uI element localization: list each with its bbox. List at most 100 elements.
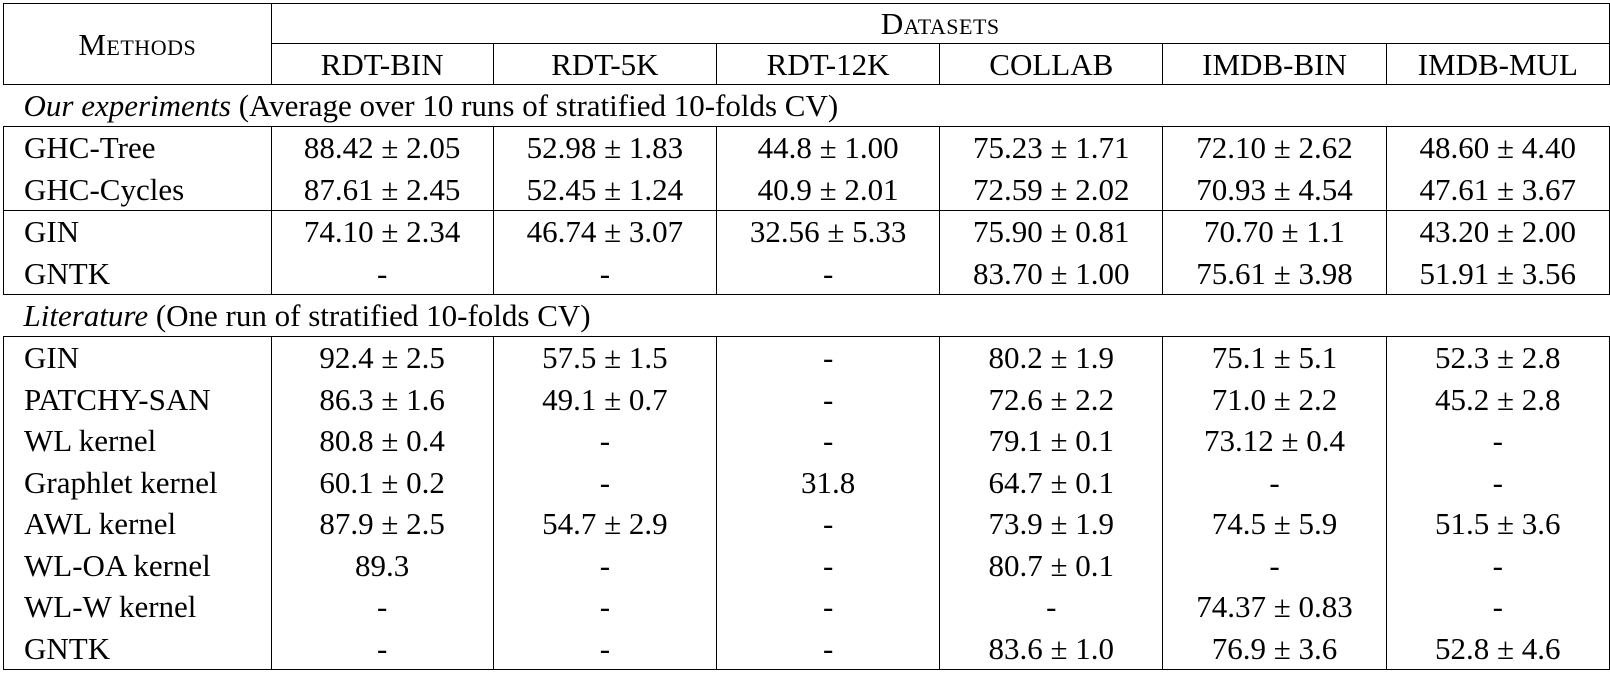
table-cell: 70.93 ± 4.54 [1162,168,1387,211]
table-cell: - [716,252,941,295]
column-header: RDT-12K [716,43,941,85]
table-cell: 73.9 ± 1.9 [939,503,1164,545]
table-cell: 57.5 ± 1.5 [493,336,718,379]
table-cell: - [493,461,718,503]
table-row: GIN 74.10 ± 2.34 46.74 ± 3.07 32.56 ± 5.33 7… [3,210,1610,253]
table-cell: 72.6 ± 2.2 [939,378,1164,420]
table-cell: 52.8 ± 4.6 [1386,627,1610,670]
table-cell: - [716,586,941,628]
method-name: GHC-Cycles [3,168,272,211]
table-row: AWL kernel 87.9 ± 2.5 54.7 ± 2.9-73.9 ± 1.… [3,503,1610,545]
table-cell: 72.59 ± 2.02 [939,168,1164,211]
section-description: (Average over 10 runs of stratified 10-f… [230,88,839,123]
table-row: GIN 92.4 ± 2.5 57.5 ± 1.5-80.2 ± 1.9 75.1 ±… [3,336,1610,379]
method-name: Graphlet kernel [3,461,272,503]
table-cell: 51.91 ± 3.56 [1386,252,1610,295]
header-row-1: Methods Datasets [3,3,1610,85]
table-cell: - [1162,544,1387,586]
table-cell: 46.74 ± 3.07 [493,210,718,253]
table-cell: - [716,503,941,545]
table-cell: - [271,252,494,295]
results-table-container: Methods Datasets RDT-BIN RDT-5K RDT-12K … [3,3,1610,670]
table-cell: 87.9 ± 2.5 [271,503,494,545]
section-row-lit: Literature (One run of stratified 10-fol… [4,295,1610,337]
table-cell: 52.98 ± 1.83 [493,126,718,169]
table-cell: - [1386,461,1610,503]
table-cell: 80.7 ± 0.1 [939,544,1164,586]
table-cell: - [493,586,718,628]
table-cell: - [1386,544,1610,586]
section-caption: Our experiments (Average over 10 runs of… [4,85,1610,127]
method-name: WL kernel [3,420,272,462]
method-name: WL-OA kernel [3,544,272,586]
table-cell: 76.9 ± 3.6 [1162,627,1387,670]
table-cell: - [1162,461,1387,503]
table-cell: - [493,627,718,670]
table-row: GNTK - - -83.70 ± 1.00 75.61 ± 3.98 51.91 ± 3… [3,252,1610,295]
section-row-ours: Our experiments (Average over 10 runs of… [4,85,1610,127]
table-cell: 88.42 ± 2.05 [271,126,494,169]
column-header: COLLAB [939,43,1164,85]
table-cell: - [1386,420,1610,462]
column-header: IMDB-BIN [1162,43,1387,85]
table-cell: 72.10 ± 2.62 [1162,126,1387,169]
table-cell: - [716,544,941,586]
section-title: Literature [23,298,149,333]
table-row: Graphlet kernel 60.1 ± 0.2-31.8 64.7 ± 0.1… [3,461,1610,503]
table-cell: 49.1 ± 0.7 [493,378,718,420]
method-name: WL-W kernel [3,586,272,628]
table-cell: 75.23 ± 1.71 [939,126,1164,169]
results-table-body: Methods Datasets RDT-BIN RDT-5K RDT-12K … [3,3,1610,670]
table-cell: 73.12 ± 0.4 [1162,420,1387,462]
table-cell: - [271,586,494,628]
table-cell: - [716,336,941,379]
table-cell: 74.10 ± 2.34 [271,210,494,253]
table-cell: - [1386,586,1610,628]
table-cell: 54.7 ± 2.9 [493,503,718,545]
table-cell: 86.3 ± 1.6 [271,378,494,420]
table-cell: 75.90 ± 0.81 [939,210,1164,253]
table-row: PATCHY-SAN 86.3 ± 1.6 49.1 ± 0.7-72.6 ± 2.… [3,378,1610,420]
column-header: RDT-5K [493,43,718,85]
table-cell: 74.37 ± 0.83 [1162,586,1387,628]
table-cell: 64.7 ± 0.1 [939,461,1164,503]
table-cell: 74.5 ± 5.9 [1162,503,1387,545]
table-cell: 75.61 ± 3.98 [1162,252,1387,295]
method-name: GHC-Tree [3,126,272,169]
table-cell: - [493,544,718,586]
results-table: Methods Datasets RDT-BIN RDT-5K RDT-12K … [3,3,1610,670]
table-row: WL-W kernel - - - -74.37 ± 0.83- [3,586,1610,628]
section-caption: Literature (One run of stratified 10-fol… [4,295,1610,337]
method-name: GNTK [3,627,272,670]
table-row: GHC-Tree 88.42 ± 2.05 52.98 ± 1.83 44.8 ± 1… [3,126,1610,169]
datasets-header: Datasets [271,3,1610,44]
table-cell: 44.8 ± 1.00 [716,126,941,169]
table-cell: 60.1 ± 0.2 [271,461,494,503]
table-cell: 80.2 ± 1.9 [939,336,1164,379]
table-cell: 52.45 ± 1.24 [493,168,718,211]
table-cell: 52.3 ± 2.8 [1386,336,1610,379]
table-cell: 92.4 ± 2.5 [271,336,494,379]
table-row: GHC-Cycles 87.61 ± 2.45 52.45 ± 1.24 40.9 ±… [3,168,1610,211]
table-cell: 79.1 ± 0.1 [939,420,1164,462]
table-cell: 45.2 ± 2.8 [1386,378,1610,420]
section-description: (One run of stratified 10-folds CV) [148,298,591,333]
section-title: Our experiments [23,88,231,123]
method-name: GIN [3,336,272,379]
table-cell: 40.9 ± 2.01 [716,168,941,211]
table-cell: - [716,627,941,670]
table-row: GNTK - - -83.6 ± 1.0 76.9 ± 3.6 52.8 ± 4.6 [3,627,1610,670]
table-cell: 43.20 ± 2.00 [1386,210,1610,253]
table-cell: 51.5 ± 3.6 [1386,503,1610,545]
header-row-2: RDT-BIN RDT-5K RDT-12K COLLAB IMDB-BIN I… [4,43,1610,85]
table-cell: 83.6 ± 1.0 [939,627,1164,670]
methods-header: Methods [3,3,272,85]
table-cell: 32.56 ± 5.33 [716,210,941,253]
table-cell: 83.70 ± 1.00 [939,252,1164,295]
column-header: RDT-BIN [271,43,494,85]
table-cell: - [271,627,494,670]
table-cell: - [939,586,1164,628]
method-name: AWL kernel [3,503,272,545]
table-cell: - [716,420,941,462]
table-cell: 87.61 ± 2.45 [271,168,494,211]
